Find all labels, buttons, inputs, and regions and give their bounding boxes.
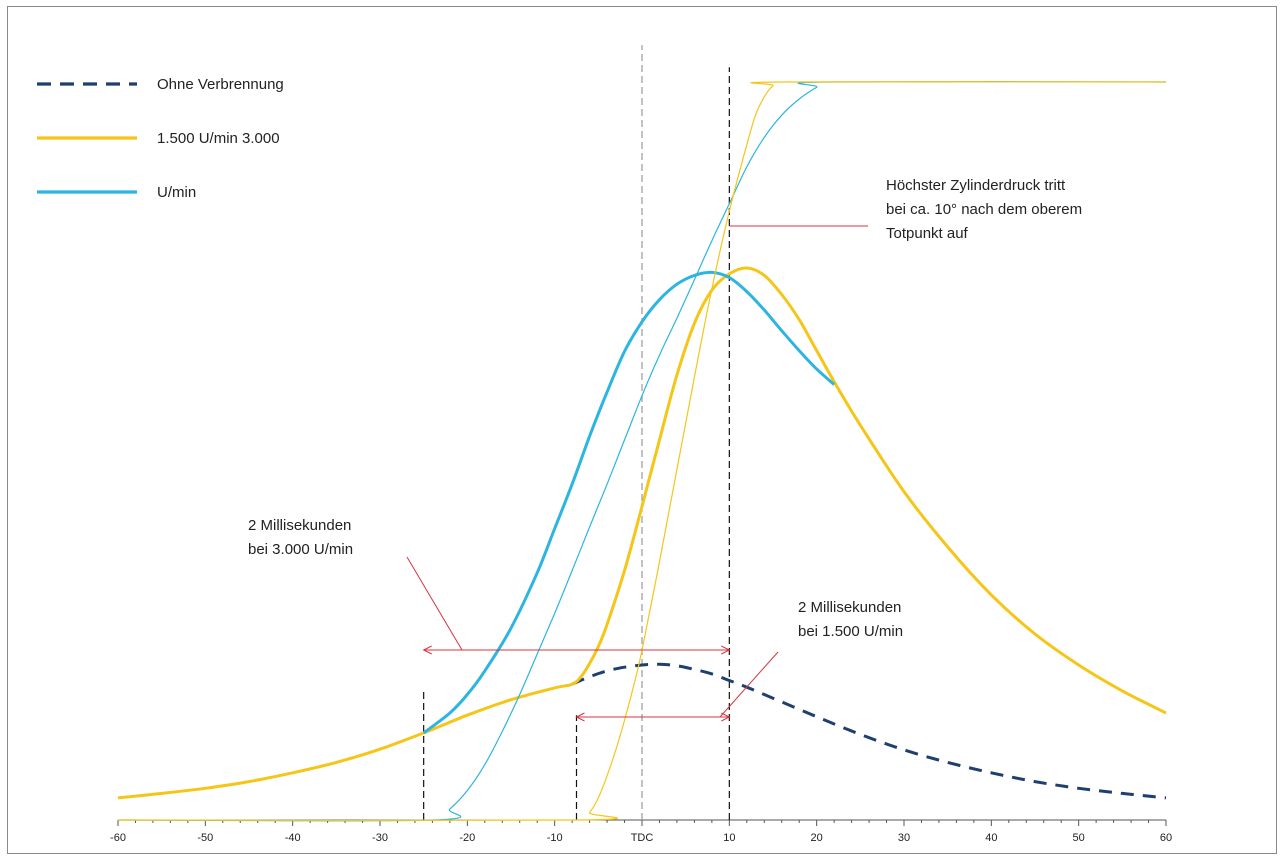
reference-lines — [423, 45, 730, 820]
x-tick-label: 30 — [898, 832, 910, 844]
x-tick-label: -60 — [110, 832, 126, 844]
series-line-pressure-1500 — [117, 266, 1167, 800]
annotations: Höchster Zylinderdruck tritt bei ca. 10° … — [248, 177, 1082, 722]
x-tick-label: TDC — [631, 832, 654, 844]
x-tick-label: -10 — [547, 832, 563, 844]
legend-label: Ohne Verbrennung — [157, 76, 284, 93]
arrow-head — [721, 712, 731, 722]
x-tick-label: 50 — [1073, 832, 1085, 844]
annotation-text-ms1500: bei 1.500 U/min — [798, 623, 903, 640]
arrow-head — [575, 712, 585, 722]
annotation-text-peak: bei ca. 10° nach dem oberem — [886, 201, 1082, 218]
annotation-text-ms3000: 2 Millisekunden — [248, 517, 351, 534]
annotation-text-ms1500: 2 Millisekunden — [798, 599, 901, 616]
ms1500-leader-line — [719, 651, 779, 718]
x-tick-label: 40 — [985, 832, 997, 844]
x-tick-label: -30 — [372, 832, 388, 844]
legend-label: U/min — [157, 184, 196, 201]
x-axis: -60 -50 -40 -30 -20 -10 TDC 10 20 30 40 50 60 — [110, 819, 1172, 844]
series-line-motored — [571, 662, 1167, 800]
arrow-head — [721, 645, 731, 655]
annotation-text-ms3000: bei 3.000 U/min — [248, 541, 353, 558]
x-tick-label: 60 — [1160, 832, 1172, 844]
series-line-pressure-3000 — [422, 270, 836, 735]
x-tick-label: -40 — [285, 832, 301, 844]
annotation-text-peak: Totpunkt auf — [886, 225, 969, 242]
x-tick-label: 10 — [723, 832, 735, 844]
x-tick-label: -20 — [459, 832, 475, 844]
annotation-text-peak: Höchster Zylinderdruck tritt — [886, 177, 1066, 194]
chart-frame — [7, 6, 1277, 854]
ms3000-leader-line — [406, 556, 463, 651]
series-line-burn-3000 — [117, 81, 1167, 822]
arrow-head — [422, 645, 432, 655]
legend-label: 1.500 U/min 3.000 — [157, 130, 280, 147]
x-tick-label: 20 — [811, 832, 823, 844]
x-tick-label: -50 — [197, 832, 213, 844]
series-line-burn-1500 — [117, 81, 1167, 822]
legend: Ohne Verbrennung 1.500 U/min 3.000 U/min — [37, 76, 284, 201]
